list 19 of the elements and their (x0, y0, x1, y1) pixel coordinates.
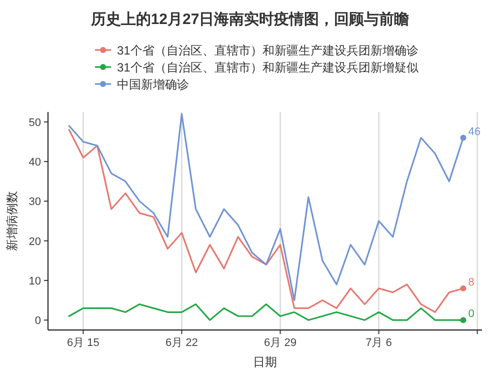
y-tick-label: 10 (28, 275, 41, 288)
y-axis-title: 新增病例数 (5, 191, 19, 251)
legend-label: 31个省（自治区、直辖市）和新疆生产建设兵团新增疑似 (117, 60, 418, 74)
data-label: 46 (468, 126, 480, 138)
legend-label: 31个省（自治区、直辖市）和新疆生产建设兵团新增确诊 (117, 44, 418, 58)
y-tick-label: 50 (28, 116, 41, 129)
y-tick-label: 20 (28, 236, 41, 248)
data-label: 0 (468, 308, 474, 320)
legend-label: 中国新增确诊 (117, 78, 189, 92)
x-tick-label: 6月 29 (264, 337, 296, 349)
chart-title: 历史上的12月27日海南实时疫情图，回顾与前瞻 (90, 10, 410, 28)
x-tick-label: 6月 15 (66, 337, 100, 349)
y-tick-label: 40 (28, 156, 41, 169)
x-axis-title: 日期 (253, 355, 277, 369)
x-tick-label: 7月 6 (366, 337, 392, 349)
y-tick-label: 0 (34, 315, 41, 328)
x-tick-label: 6月 22 (166, 337, 198, 349)
data-label: 8 (468, 276, 474, 288)
y-tick-label: 30 (28, 196, 41, 208)
